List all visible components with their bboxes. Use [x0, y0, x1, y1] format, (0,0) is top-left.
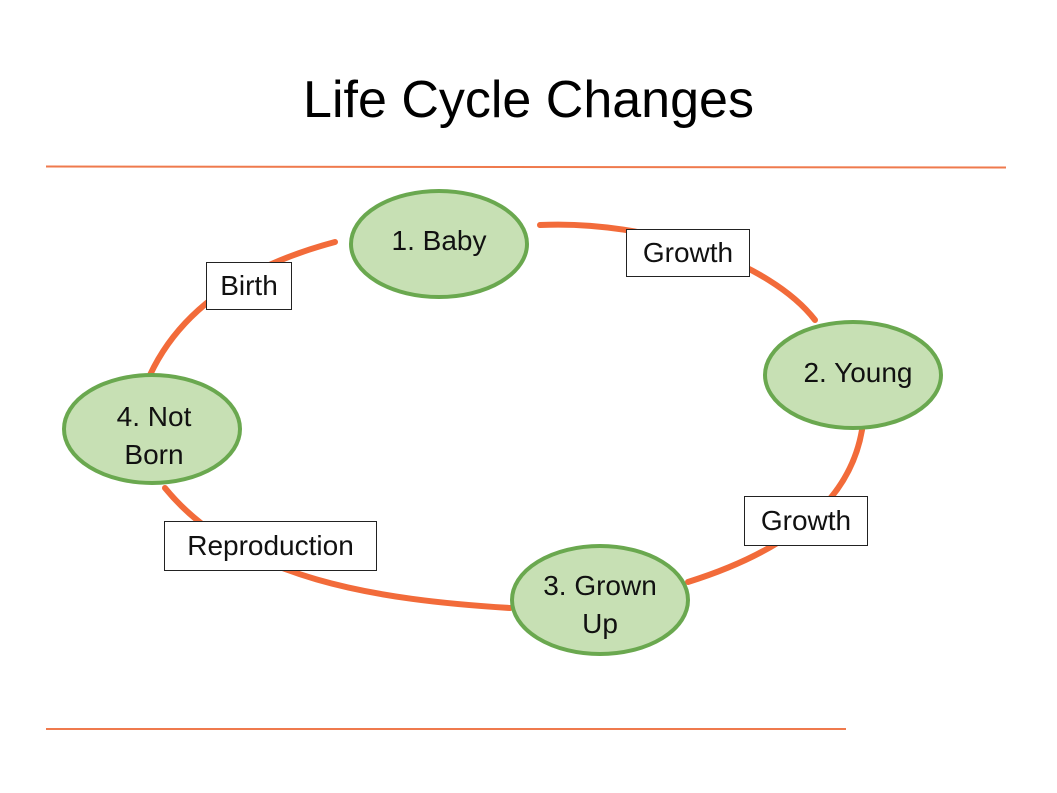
- transition-growth-label-1: Growth: [626, 229, 750, 277]
- node-not-born-label: 4. Not Born: [116, 401, 192, 470]
- transition-reproduction-label: Reproduction: [164, 521, 377, 571]
- bottom-divider: [46, 728, 846, 730]
- node-not-born: 4. Not Born: [66, 396, 242, 476]
- node-grown-up: 3. Grown Up: [512, 565, 688, 645]
- node-baby-label: 1. Baby: [391, 225, 487, 256]
- arc-reproduction: [162, 485, 513, 611]
- node-young-label: 2. Young: [803, 357, 913, 388]
- node-baby: 1. Baby: [351, 213, 527, 269]
- node-not-born-shape: [62, 373, 242, 485]
- node-grown-up-shape: [510, 544, 690, 656]
- transition-growth-label-2: Growth: [744, 496, 868, 546]
- node-young-shape: [763, 320, 943, 430]
- transition-birth-label: Birth: [206, 262, 292, 310]
- node-baby-shape: [349, 189, 529, 299]
- node-grown-up-label: 3. Grown Up: [543, 570, 657, 639]
- slide-title: Life Cycle Changes: [303, 71, 754, 129]
- node-young: 2. Young: [770, 348, 946, 398]
